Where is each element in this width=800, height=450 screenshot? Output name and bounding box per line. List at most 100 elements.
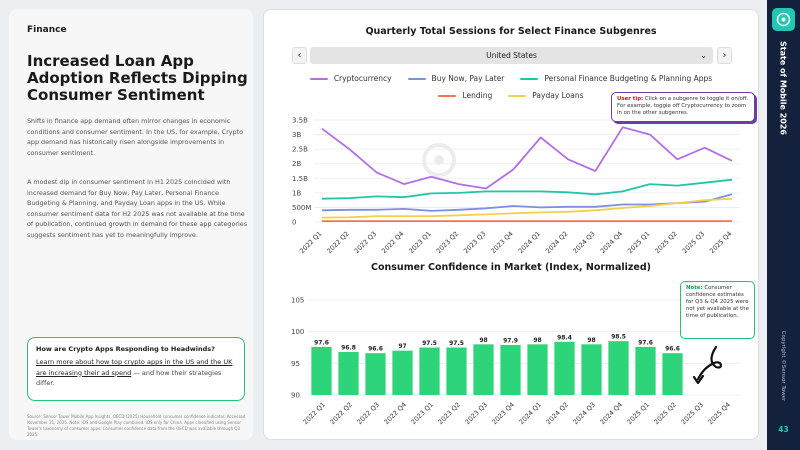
line-chart-y-tick: 0 — [292, 219, 296, 227]
bar-chart-x-tick: 2023 Q4 — [491, 401, 516, 426]
confidence-bar[interactable] — [662, 353, 683, 395]
bar-value-label: 97.5 — [449, 340, 464, 347]
arrow-head-icon — [692, 374, 705, 385]
confidence-bar[interactable] — [608, 341, 629, 395]
legend-item-lending[interactable]: Lending — [438, 91, 492, 100]
page-headline: Increased Loan App Adoption Reflects Dip… — [27, 52, 248, 104]
bar-value-label: 97.6 — [638, 339, 653, 346]
line-chart-y-tick: 3B — [292, 131, 301, 139]
bar-chart-x-tick: 2025 Q4 — [707, 401, 732, 426]
legend-item-personal-finance[interactable]: Personal Finance Budgeting & Planning Ap… — [520, 74, 712, 83]
user-tip-text: Click on a subgenre to toggle it on/off.… — [617, 96, 749, 116]
confidence-bar[interactable] — [527, 344, 548, 395]
article-panel: Finance Increased Loan App Adoption Refl… — [9, 9, 253, 440]
legend-swatch-bnpl — [407, 77, 426, 80]
sessions-legend-row-1: Cryptocurrency Buy Now, Pay Later Person… — [264, 74, 758, 83]
line-chart-x-tick: 2022 Q3 — [353, 230, 378, 255]
line-chart-y-tick: 500M — [292, 204, 311, 212]
confidence-bar[interactable] — [392, 350, 413, 395]
bar-chart-x-tick: 2025 Q2 — [653, 401, 678, 426]
confidence-bar[interactable] — [554, 341, 575, 395]
series-line-0[interactable] — [321, 126, 733, 190]
callout-title: How are Crypto Apps Responding to Headwi… — [36, 345, 215, 353]
bar-value-label: 96.6 — [368, 346, 383, 353]
next-country-button[interactable]: › — [717, 47, 732, 64]
bar-value-label: 97.9 — [503, 337, 518, 344]
prev-country-button[interactable]: ‹ — [292, 47, 307, 64]
body-paragraph: A modest dip in consumer sentiment in H1… — [27, 178, 248, 239]
bar-chart-y-tick: 95 — [291, 360, 300, 368]
bar-chart-x-tick: 2022 Q1 — [302, 401, 327, 426]
line-chart-y-tick: 2.5B — [292, 146, 308, 154]
legend-label-payday: Payday Loans — [532, 91, 584, 100]
bar-value-label: 97.5 — [422, 340, 437, 347]
bar-chart-x-tick: 2024 Q2 — [545, 401, 570, 426]
confidence-bar[interactable] — [311, 346, 332, 395]
confidence-bar[interactable] — [338, 351, 359, 395]
bar-chart-y-tick: 90 — [291, 392, 300, 400]
hand-drawn-arrow-icon — [696, 345, 722, 381]
line-chart-x-tick: 2024 Q2 — [544, 230, 569, 255]
legend-item-bnpl[interactable]: Buy Now, Pay Later — [407, 74, 504, 83]
line-chart-x-tick: 2023 Q3 — [462, 230, 487, 255]
line-chart-x-tick: 2025 Q1 — [626, 230, 651, 255]
line-chart-x-tick: 2024 Q4 — [599, 230, 624, 255]
line-chart-x-tick: 2022 Q1 — [298, 230, 323, 255]
confidence-bar[interactable] — [581, 344, 602, 395]
bar-value-label: 98 — [479, 337, 487, 344]
user-tip-label: User tip: — [617, 96, 644, 102]
line-chart-x-tick: 2024 Q3 — [571, 230, 596, 255]
line-chart-x-tick: 2023 Q2 — [435, 230, 460, 255]
report-title: State of Mobile 2026 — [778, 41, 788, 135]
section-label: Finance — [27, 25, 67, 35]
bar-value-label: 98.5 — [611, 334, 626, 341]
callout-body: Learn more about how top crypto apps in … — [36, 357, 236, 389]
confidence-bar[interactable] — [635, 346, 656, 395]
line-chart-y-tick: 2B — [292, 160, 301, 168]
bar-value-label: 98 — [587, 337, 595, 344]
line-chart-x-tick: 2022 Q2 — [325, 230, 350, 255]
bar-value-label: 96.6 — [665, 346, 680, 353]
country-dropdown-value: United States — [486, 51, 537, 60]
line-chart-y-tick: 1.5B — [292, 175, 308, 183]
bar-chart-x-tick: 2023 Q2 — [437, 401, 462, 426]
confidence-bar[interactable] — [446, 347, 467, 396]
series-line-2[interactable] — [321, 178, 733, 200]
country-dropdown[interactable]: United States ⌄ — [310, 47, 713, 64]
legend-label-personal-finance: Personal Finance Budgeting & Planning Ap… — [544, 74, 713, 83]
confidence-bar[interactable] — [473, 344, 494, 395]
confidence-bar[interactable] — [365, 353, 386, 395]
bar-value-label: 98.4 — [557, 334, 572, 341]
report-sidebar: State of Mobile 2026 Copyright ©Sensor T… — [767, 0, 800, 450]
confidence-bar[interactable] — [419, 347, 440, 396]
series-line-4[interactable] — [321, 197, 733, 219]
ad-spend-link[interactable]: Learn more about how top crypto apps in … — [36, 358, 233, 377]
sensor-tower-logo-icon[interactable] — [772, 8, 795, 31]
legend-item-crypto[interactable]: Cryptocurrency — [309, 74, 392, 83]
bar-chart-y-tick: 100 — [291, 328, 304, 336]
sessions-chart-title: Quarterly Total Sessions for Select Fina… — [365, 26, 657, 37]
bar-value-label: 98 — [533, 337, 541, 344]
legend-item-payday[interactable]: Payday Loans — [508, 91, 584, 100]
chevron-down-icon: ⌄ — [700, 51, 707, 60]
note-text: Consumer confidence estimates for Q3 & Q… — [686, 285, 749, 319]
line-chart-x-tick: 2023 Q4 — [489, 230, 514, 255]
user-tip-box: User tip: Click on a subgenre to toggle … — [611, 92, 755, 122]
bar-chart-x-tick: 2023 Q1 — [410, 401, 435, 426]
note-label: Note: — [686, 285, 703, 291]
legend-label-crypto: Cryptocurrency — [333, 74, 392, 83]
bar-chart-x-tick: 2022 Q2 — [329, 401, 354, 426]
bar-chart-x-tick: 2022 Q3 — [356, 401, 381, 426]
legend-swatch-payday — [508, 94, 527, 97]
data-availability-note: Note: Consumer confidence estimates for … — [680, 281, 755, 339]
line-chart-y-tick: 3.5B — [292, 117, 308, 125]
line-chart-x-tick: 2025 Q3 — [681, 230, 706, 255]
confidence-bar[interactable] — [500, 344, 521, 395]
bar-chart-x-tick: 2024 Q1 — [518, 401, 543, 426]
confidence-bar-chart: 90 95 100 105 97.6 96.8 96.6 97 97.5 97.5 98 97.9 9… — [291, 297, 740, 426]
line-chart-x-tick: 2023 Q1 — [407, 230, 432, 255]
bar-chart-x-tick: 2022 Q4 — [383, 401, 408, 426]
bar-value-label: 97.6 — [314, 339, 329, 346]
copyright-text: Copyright ©Sensor Tower — [780, 330, 786, 402]
